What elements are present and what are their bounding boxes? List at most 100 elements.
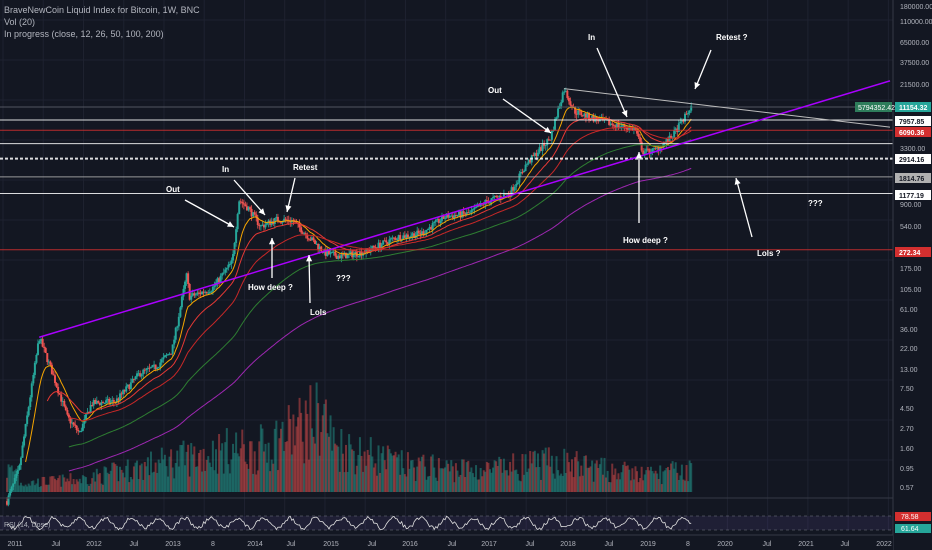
candle-body	[6, 501, 9, 505]
candle-body	[526, 163, 529, 165]
price-tick-label: 180000.00	[900, 4, 932, 11]
candle-body	[326, 250, 329, 256]
candle-body	[389, 238, 392, 240]
candle-body	[19, 457, 22, 466]
candle-body	[199, 292, 202, 295]
candle-body	[273, 217, 276, 224]
candle-body	[303, 233, 306, 235]
volume-bar	[674, 462, 677, 492]
volume-bar	[7, 464, 10, 492]
candle-body	[519, 172, 522, 174]
time-tick-label: Jul	[287, 541, 296, 548]
candle-body	[47, 361, 50, 363]
volume-bar	[177, 466, 180, 492]
candle-body	[496, 196, 499, 198]
volume-bar	[160, 447, 163, 492]
volume-bar	[597, 468, 600, 492]
volume-bar	[255, 474, 258, 492]
volume-bar	[286, 441, 289, 492]
arrow-head	[268, 238, 276, 245]
candle-body	[187, 273, 190, 284]
volume-bar	[227, 464, 230, 492]
volume-bar	[19, 482, 22, 492]
volume-bar	[560, 473, 563, 492]
candle-body	[422, 231, 425, 235]
time-tick-label: 8	[211, 541, 215, 548]
candle-body	[201, 291, 204, 295]
candle-body	[574, 107, 577, 114]
volume-bar	[394, 451, 397, 492]
volume-legend[interactable]: Vol (20)	[4, 17, 36, 27]
volume-bar	[385, 469, 388, 492]
candle-body	[563, 91, 566, 93]
candle-body	[21, 445, 24, 458]
candle-body	[636, 130, 639, 134]
volume-bar	[98, 473, 101, 492]
volume-bar	[210, 467, 213, 492]
volume-bar	[612, 474, 615, 492]
volume-bar	[382, 446, 385, 492]
candle-body	[230, 260, 233, 265]
volume-bar	[442, 468, 445, 492]
candle-body	[643, 151, 646, 155]
candle-body	[639, 137, 642, 142]
candle-body	[440, 215, 443, 221]
candle-body	[80, 430, 83, 432]
candle-body	[270, 221, 273, 225]
candle-body	[657, 147, 660, 151]
volume-bar	[101, 484, 104, 492]
volume-bar	[346, 471, 349, 492]
price-tag	[855, 102, 892, 112]
candle-body	[148, 367, 151, 369]
volume-bar	[10, 465, 13, 492]
candle-body	[298, 223, 301, 228]
candle-body	[142, 369, 145, 375]
volume-bar	[410, 460, 413, 492]
ma-legend[interactable]: In progress (close, 12, 26, 50, 100, 200…	[4, 29, 164, 39]
candle-body	[475, 207, 478, 209]
candle-body	[167, 354, 170, 356]
volume-bar	[216, 473, 219, 492]
candle-body	[177, 316, 180, 327]
candle-body	[495, 195, 498, 197]
candle-body	[571, 105, 574, 108]
volume-bar	[188, 476, 191, 492]
volume-bar	[417, 457, 420, 492]
volume-bar	[153, 471, 156, 492]
time-axis[interactable]: 2011 Jul 2012 Jul 2013 8 2014 Jul 2015 Jul 2016 Jul…	[0, 534, 893, 550]
volume-bar	[21, 485, 24, 492]
candle-body	[174, 327, 177, 340]
volume-bar	[433, 467, 436, 492]
volume-bar	[513, 470, 516, 492]
volume-bar	[379, 472, 382, 492]
candle-body	[129, 382, 132, 390]
candle-body	[95, 400, 98, 404]
volume-bar	[444, 467, 447, 492]
candle-body	[425, 229, 428, 234]
volume-bar	[499, 459, 502, 492]
volume-bar	[320, 432, 323, 492]
volume-bar	[199, 449, 202, 492]
volume-bar	[290, 454, 293, 492]
annotation-text: Lols ?	[757, 249, 781, 258]
price-axis[interactable]: 180000.00 110000.00 65000.00 37500.00 21500.…	[855, 0, 932, 550]
candle-body	[504, 193, 507, 195]
volume-bar	[665, 467, 668, 492]
volume-bar	[134, 462, 137, 492]
volume-bar	[57, 478, 60, 492]
volume-bar	[230, 459, 233, 492]
symbol-title[interactable]: BraveNewCoin Liquid Index for Bitcoin, 1…	[4, 5, 200, 15]
candle-body	[622, 124, 625, 127]
candle-body	[227, 264, 230, 268]
volume-bar	[293, 445, 296, 492]
volume-bar	[645, 470, 648, 492]
volume-bar	[557, 470, 560, 492]
volume-bar	[281, 421, 284, 492]
grid-lines	[0, 0, 893, 530]
candle-body	[628, 127, 631, 130]
candle-body	[101, 402, 104, 404]
volume-bar	[61, 474, 64, 492]
volume-bar	[368, 454, 371, 492]
candle-body	[35, 354, 38, 363]
